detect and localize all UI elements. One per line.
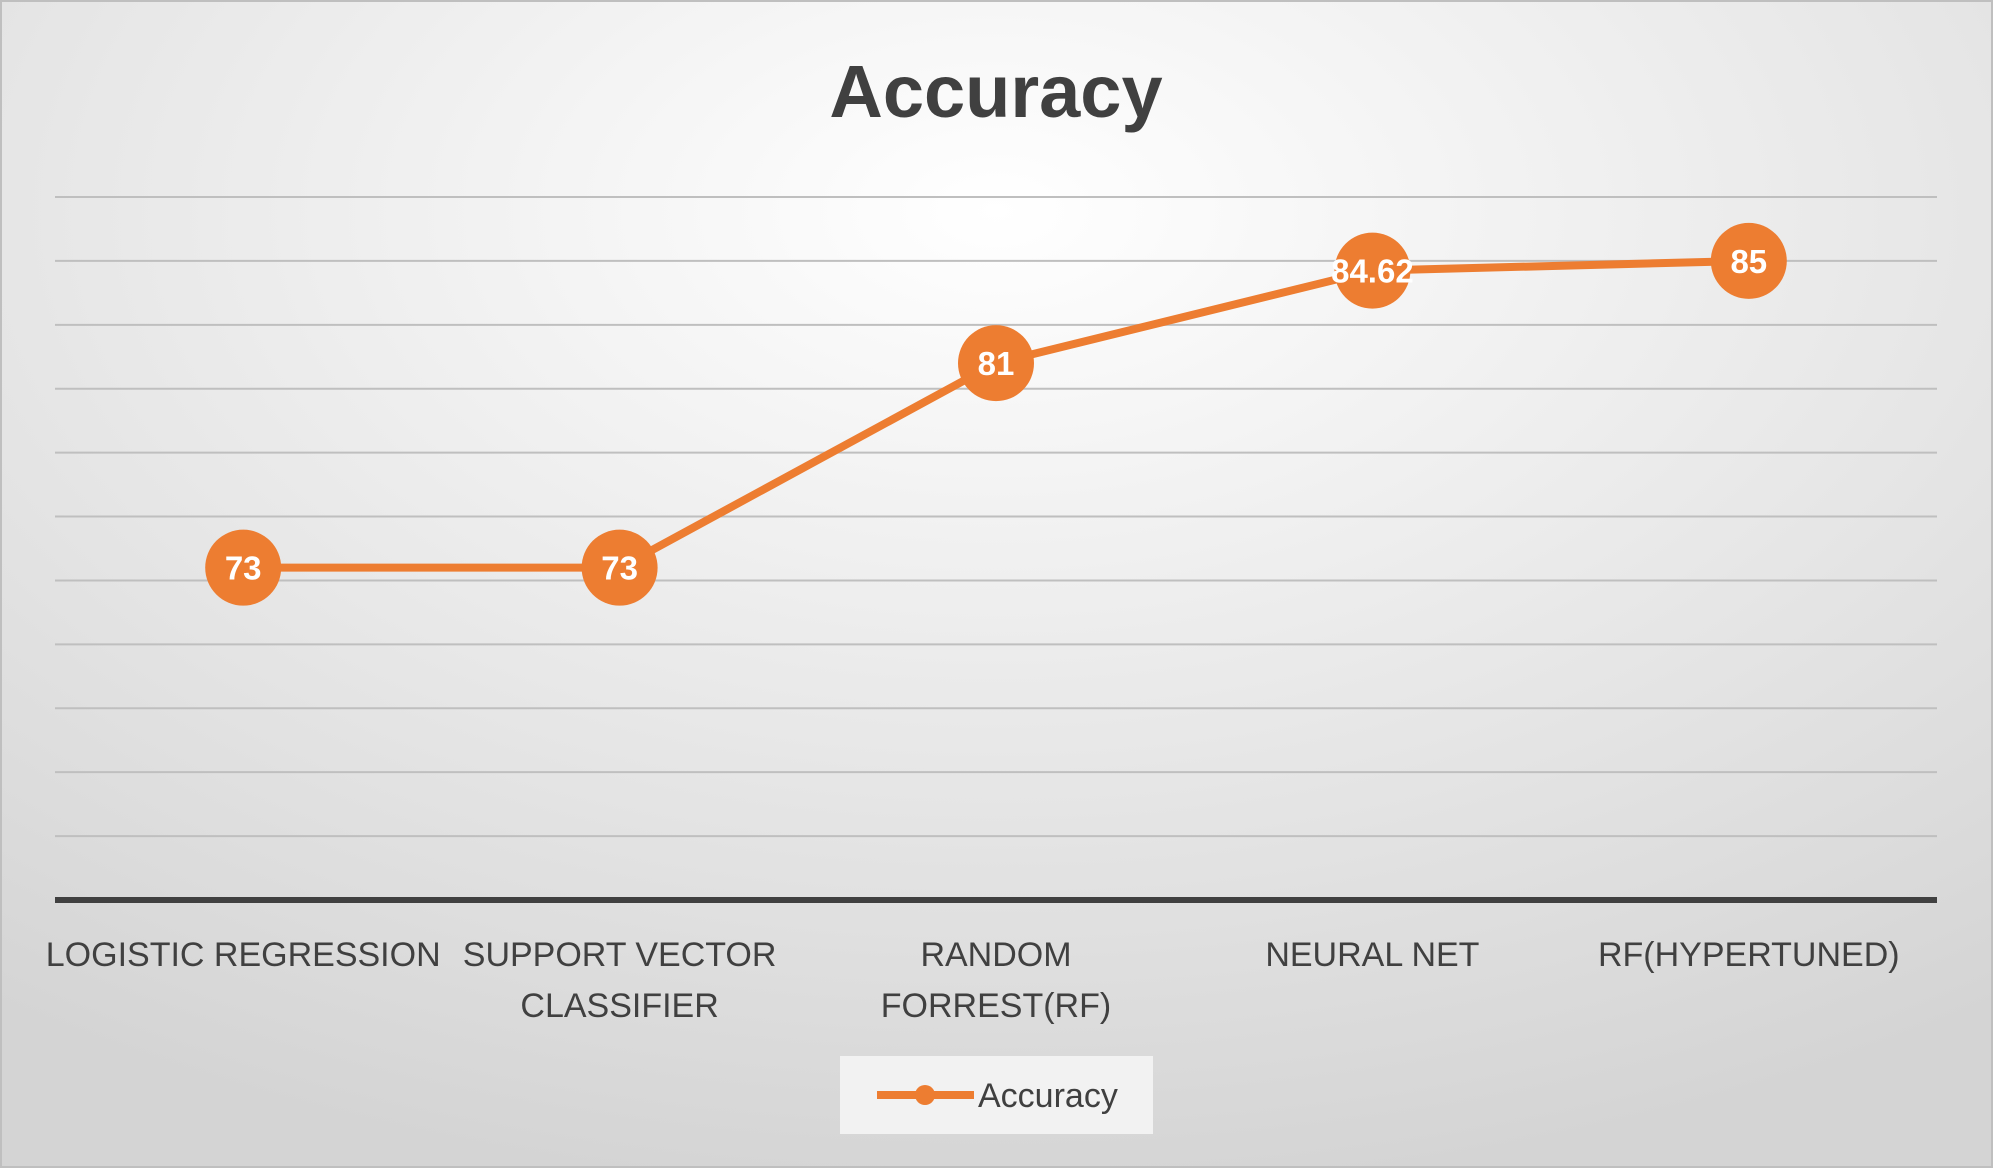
data-point-marker	[205, 529, 282, 606]
data-label: 73	[225, 550, 262, 587]
data-labels: 73 73 81 84.62 85	[225, 243, 1767, 587]
x-tick-labels: LOGISTIC REGRESSION SUPPORT VECTOR CLASSIF…	[46, 936, 1900, 1025]
data-label: 85	[1730, 243, 1767, 280]
data-point-marker	[958, 325, 1034, 402]
data-point-marker	[1334, 232, 1411, 309]
x-tick-label-line: SUPPORT VECTOR	[463, 936, 777, 974]
x-tick-label-line: LOGISTIC REGRESSION	[46, 936, 441, 974]
legend-marker-swatch	[915, 1085, 935, 1105]
x-tick-label-line: FORREST(RF)	[881, 987, 1111, 1025]
chart-title: Accuracy	[829, 50, 1162, 133]
data-label: 73	[601, 550, 638, 587]
x-tick-label-line: CLASSIFIER	[520, 987, 718, 1025]
series-markers	[205, 222, 1787, 606]
legend-label-accuracy: Accuracy	[978, 1077, 1118, 1115]
legend: Accuracy	[840, 1056, 1153, 1134]
x-tick-label: RF(HYPERTUNED)	[1598, 936, 1900, 974]
x-tick-label-line: RANDOM	[920, 936, 1071, 974]
x-tick-label: SUPPORT VECTOR CLASSIFIER	[463, 936, 777, 1025]
data-point-marker	[1710, 222, 1787, 299]
gridlines	[55, 196, 1937, 838]
data-label: 81	[978, 345, 1015, 382]
data-point-marker	[581, 529, 658, 606]
x-tick-label: LOGISTIC REGRESSION	[46, 936, 441, 974]
x-tick-label-line: NEURAL NET	[1265, 936, 1479, 974]
data-label: 84.62	[1331, 253, 1414, 290]
x-tick-label: RANDOM FORREST(RF)	[881, 936, 1111, 1025]
x-tick-label: NEURAL NET	[1265, 936, 1479, 974]
x-tick-label-line: RF(HYPERTUNED)	[1598, 936, 1900, 974]
